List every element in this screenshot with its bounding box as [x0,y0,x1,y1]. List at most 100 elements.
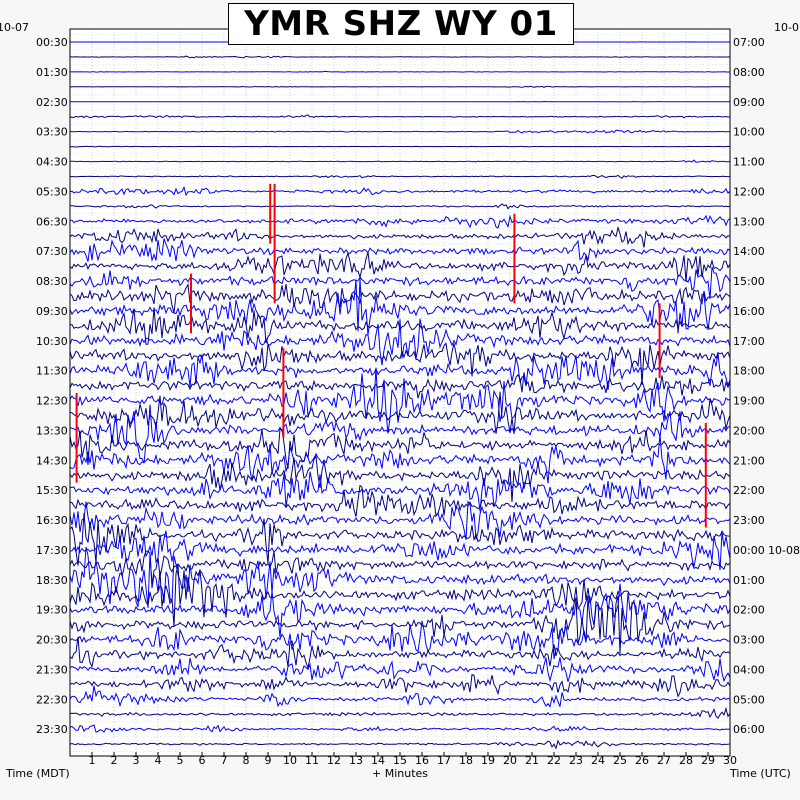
left-time-label: 10:30 [36,335,68,348]
x-tick-label: 18 [459,754,473,767]
grid [70,29,730,756]
x-tick-label: 3 [133,754,140,767]
left-date-label: 10-07 [0,21,29,34]
trace-line [69,583,731,638]
x-tick-label: 14 [371,754,385,767]
right-time-label: 18:00 [733,365,765,378]
x-tick-label: 16 [415,754,429,767]
x-tick-label: 19 [481,754,495,767]
trace-line [69,673,731,698]
left-time-label: 07:30 [36,245,68,258]
trace-line [69,283,731,314]
trace-line [69,159,731,163]
x-tick-label: 6 [199,754,206,767]
trace-line [70,55,731,59]
x-tick-label: 11 [305,754,319,767]
x-tick-label: 29 [701,754,715,767]
trace-line [69,307,731,345]
x-tick-label: 24 [591,754,605,767]
trace-line [69,739,731,750]
right-axis-title: Time (UTC) [729,767,791,780]
x-tick-label: 20 [503,754,517,767]
right-time-label: 06:00 [733,723,765,736]
x-tick-label: 12 [327,754,341,767]
right-date-change-label: 10-08 [768,544,800,557]
right-time-label: 13:00 [733,215,765,228]
trace-line [69,546,731,609]
trace-line [69,114,731,119]
right-time-label: 03:00 [733,634,765,647]
right-time-label: 16:00 [733,305,765,318]
chart-title: YMR SHZ WY 01 [244,4,558,44]
left-time-label: 12:30 [36,395,68,408]
right-time-labels: 07:00 08:00 09:00 10:00 11:00 12:00 13:00 14:00… [733,36,800,736]
x-tick-label: 2 [111,754,118,767]
trace-line [69,454,731,503]
trace-line [69,342,731,385]
left-time-labels: 00:30 01:30 02:30 03:30 04:30 05:30 06:30 07:30… [36,36,68,736]
right-date-label: 10-0 [774,21,799,34]
trace-line [69,225,731,248]
trace-line [69,251,731,282]
x-tick-label: 15 [393,754,407,767]
left-time-label: 22:30 [36,693,68,706]
x-tick-label: 23 [569,754,583,767]
right-time-label: 07:00 [733,36,765,49]
trace-line [69,471,731,512]
right-time-label: 04:00 [733,663,765,676]
trace-line [69,428,731,469]
trace-line [69,434,731,484]
left-time-label: 20:30 [36,634,68,647]
x-tick-label: 7 [221,754,228,767]
trace-line [69,277,731,335]
right-time-label: 22:00 [733,484,765,497]
left-time-label: 21:30 [36,663,68,676]
trace-line [69,685,731,708]
x-tick-label: 1 [89,754,96,767]
x-tick-label: 26 [635,754,649,767]
trace-line [69,596,731,654]
traces [69,41,731,750]
left-time-label: 01:30 [36,66,68,79]
x-tick-label: 27 [657,754,671,767]
x-tick-label: 21 [525,754,539,767]
x-tick-label: 30 [723,754,737,767]
left-time-label: 08:30 [36,275,68,288]
right-time-label: 19:00 [733,395,765,408]
right-time-label: 15:00 [733,275,765,288]
trace-line [69,203,731,210]
left-time-label: 02:30 [36,96,68,109]
chart-title-box: YMR SHZ WY 01 [228,3,574,45]
x-tick-label: 25 [613,754,627,767]
trace-line [69,353,731,390]
x-tick-label: 10 [283,754,297,767]
left-time-label: 00:30 [36,36,68,49]
trace-line [69,318,731,366]
left-time-label: 16:30 [36,514,68,527]
left-time-label: 03:30 [36,126,68,139]
left-time-label: 13:30 [36,424,68,437]
trace-line [69,500,731,540]
left-time-label: 14:30 [36,454,68,467]
left-time-label: 04:30 [36,156,68,169]
right-time-label: 23:00 [733,514,765,527]
right-time-label: 10:00 [733,126,765,139]
trace-line [69,530,731,571]
right-time-label: 12:00 [733,185,765,198]
left-axis-title: Time (MDT) [5,767,70,780]
right-time-label: 11:00 [733,156,765,169]
trace-line [69,214,731,229]
right-time-label: 21:00 [733,454,765,467]
trace-line [69,266,731,300]
left-time-label: 06:30 [36,215,68,228]
right-time-label: 20:00 [733,424,765,437]
trace-line [69,484,731,518]
x-tick-label: 4 [155,754,162,767]
trace-line [70,85,731,88]
right-time-label: 01:00 [733,574,765,587]
trace-line [69,145,731,148]
trace-line [69,724,731,733]
right-time-label: 08:00 [733,66,765,79]
left-time-label: 11:30 [36,365,68,378]
